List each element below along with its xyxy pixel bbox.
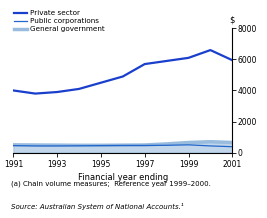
General government xyxy=(231,141,234,144)
Public corporations xyxy=(143,144,146,147)
General government xyxy=(77,144,81,147)
X-axis label: Financial year ending: Financial year ending xyxy=(78,173,168,182)
General government xyxy=(34,144,37,146)
Public corporations xyxy=(231,145,234,148)
Text: (a) Chain volume measures;  Reference year 1999–2000.: (a) Chain volume measures; Reference yea… xyxy=(11,181,211,187)
Private sector xyxy=(77,88,81,90)
Public corporations xyxy=(165,144,168,147)
General government xyxy=(121,144,124,146)
Public corporations xyxy=(12,144,15,147)
Private sector xyxy=(231,59,234,61)
Private sector xyxy=(99,81,103,84)
Private sector xyxy=(121,75,124,78)
Private sector xyxy=(165,60,168,62)
Private sector xyxy=(209,49,212,51)
Public corporations xyxy=(99,144,103,147)
Public corporations xyxy=(209,145,212,147)
Private sector xyxy=(56,91,59,93)
General government xyxy=(56,144,59,146)
Public corporations xyxy=(77,145,81,147)
Text: $: $ xyxy=(230,16,235,25)
Private sector xyxy=(12,89,15,92)
Line: Public corporations: Public corporations xyxy=(13,145,232,147)
Public corporations xyxy=(56,145,59,147)
Line: Private sector: Private sector xyxy=(13,50,232,94)
Private sector xyxy=(143,63,146,65)
General government xyxy=(165,143,168,145)
General government xyxy=(99,144,103,147)
Private sector xyxy=(187,56,190,59)
Legend: Private sector, Public corporations, General government: Private sector, Public corporations, Gen… xyxy=(14,10,105,32)
Public corporations xyxy=(121,144,124,147)
General government xyxy=(187,141,190,144)
Text: Source: Australian System of National Accounts.¹: Source: Australian System of National Ac… xyxy=(11,203,183,210)
General government xyxy=(209,140,212,143)
Private sector xyxy=(34,92,37,95)
General government xyxy=(143,144,146,146)
Line: General government: General government xyxy=(13,142,232,145)
Public corporations xyxy=(34,145,37,147)
Public corporations xyxy=(187,143,190,146)
General government xyxy=(12,143,15,146)
